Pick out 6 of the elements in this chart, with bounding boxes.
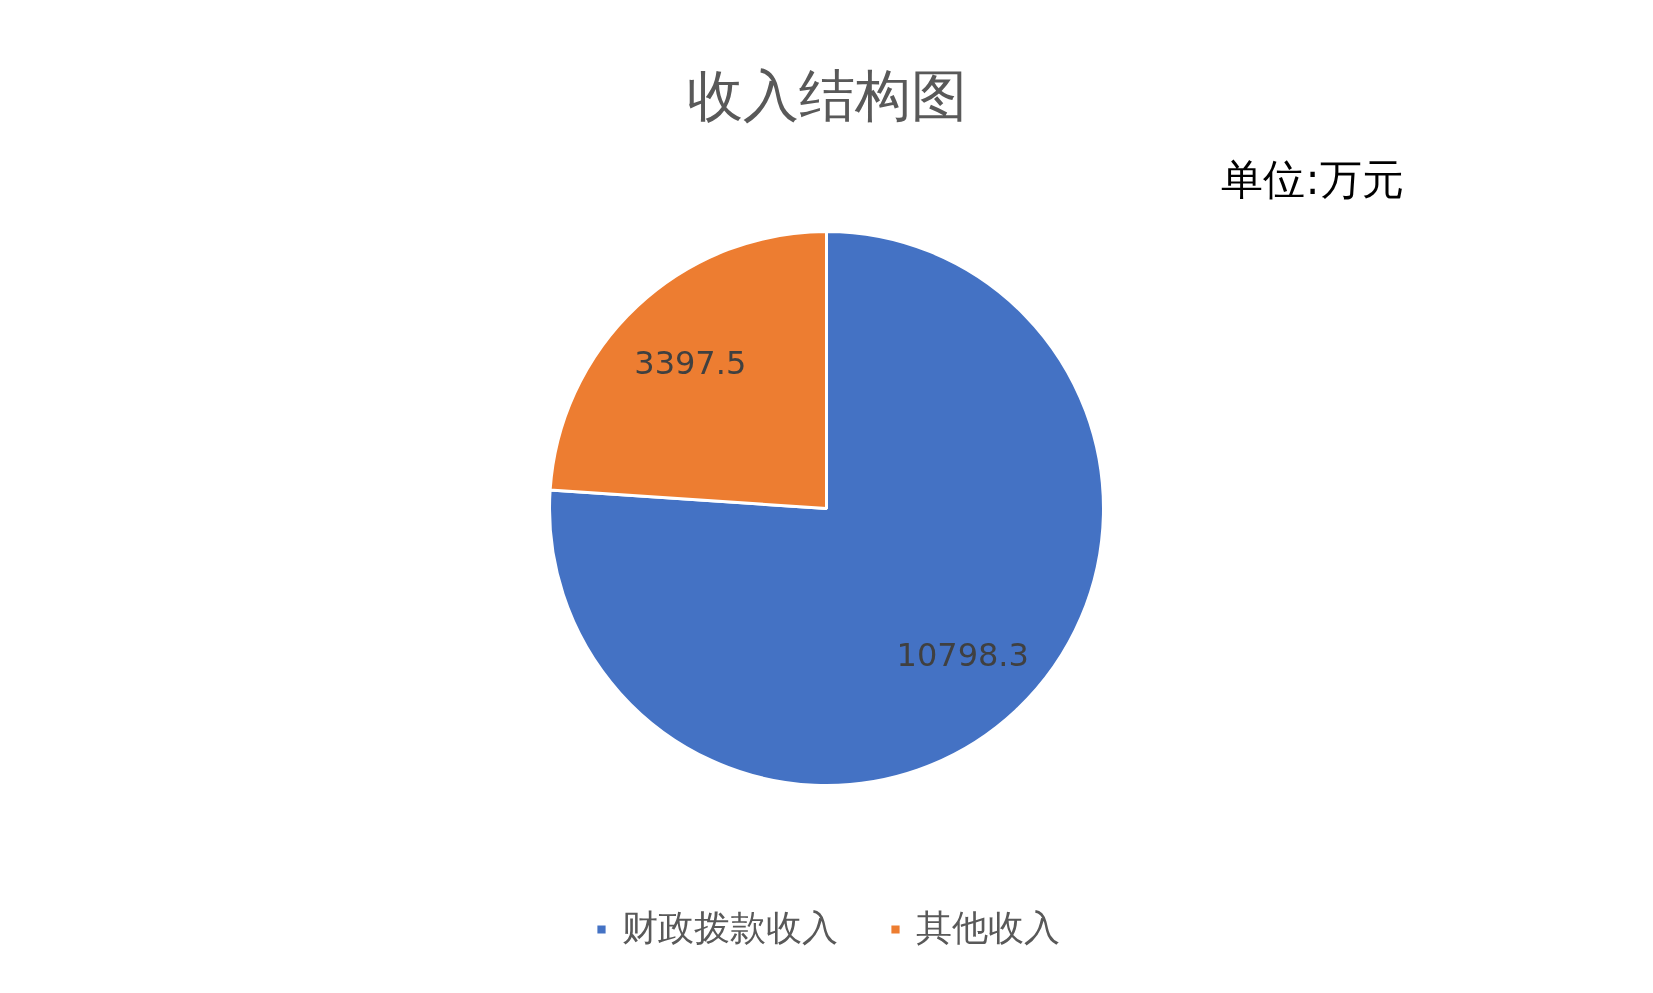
chart-title: 收入结构图 xyxy=(687,62,967,128)
data-label: 10798.3 xyxy=(896,635,1029,674)
data-label: 3397.5 xyxy=(634,344,747,383)
legend-label: 其他收入 xyxy=(915,906,1060,950)
text: 单位:万元 xyxy=(1221,155,1404,204)
legend-label: 财政拨款收入 xyxy=(621,906,838,950)
